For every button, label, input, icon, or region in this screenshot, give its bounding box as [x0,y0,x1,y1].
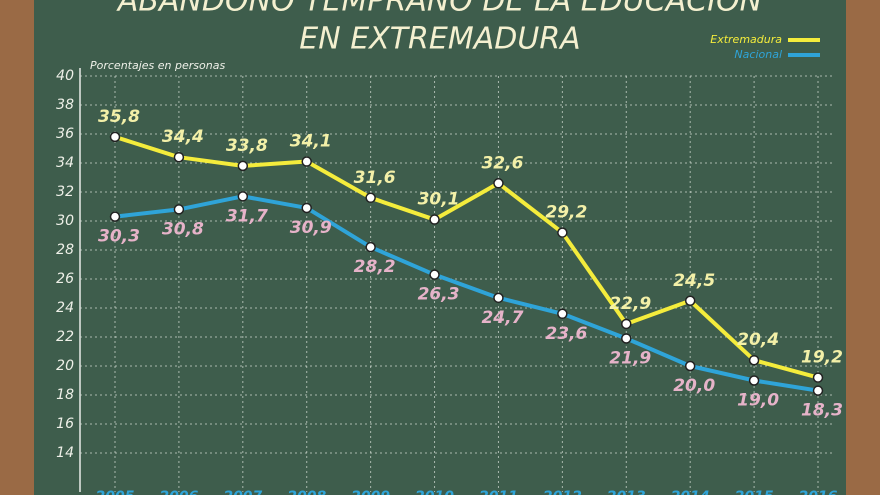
data-point [812,385,824,396]
data-label: 34,4 [162,127,204,147]
x-tick-label: 2006 [159,489,198,495]
data-point [621,333,632,344]
data-label: 24,7 [481,308,523,328]
y-tick-label: 36 [56,126,74,142]
y-tick-label: 24 [56,300,74,316]
y-tick-label: 18 [56,387,74,403]
x-tick-label: 2010 [415,489,454,495]
x-tick-label: 2011 [479,489,518,495]
data-point [365,241,376,253]
data-label: 23,6 [545,324,587,344]
y-tick-label: 28 [56,242,74,258]
data-label: 19,2 [801,348,843,368]
data-point [429,269,440,280]
y-tick-label: 16 [56,416,74,432]
data-point [684,295,696,306]
data-label: 28,2 [354,257,396,277]
data-point [621,318,632,330]
legend-label: Nacional [734,48,782,61]
y-tick-label: 40 [56,68,74,84]
data-label: 26,3 [418,285,460,305]
x-tick-label: 2016 [799,489,838,495]
data-point [109,211,121,222]
x-tick-label: 2005 [96,489,135,495]
data-point [173,204,185,215]
data-label: 29,2 [545,203,587,223]
data-point [493,178,504,189]
data-label: 20,4 [737,330,779,350]
x-tick-label: 2013 [607,489,646,495]
data-label: 18,3 [801,401,843,421]
x-tick-label: 2012 [543,489,582,495]
data-point [301,156,312,167]
series-line [114,194,819,393]
y-tick-label: 32 [56,184,74,200]
data-point [812,372,824,383]
data-label: 33,8 [226,136,268,156]
y-tick-label: 30 [56,213,74,229]
y-tick-label: 26 [56,271,74,287]
data-label: 31,6 [354,168,396,188]
x-tick-label: 2009 [351,489,390,495]
y-tick-label: 20 [56,358,74,374]
data-label: 30,8 [162,219,204,239]
data-point [301,202,312,214]
data-label: 20,0 [673,376,715,396]
x-tick-label: 2015 [735,489,774,495]
x-tick-label: 2008 [287,489,326,495]
data-label: 22,9 [609,294,651,314]
board [34,0,846,495]
data-label: 21,9 [609,348,651,368]
chart-title: EN EXTREMADURA [299,22,580,57]
x-tick-label: 2007 [223,489,262,495]
data-point [109,131,121,143]
y-tick-label: 38 [56,97,74,113]
data-point [748,354,760,366]
data-point [429,214,440,225]
y-tick-label: 22 [56,329,74,345]
series-line [114,134,819,380]
data-point [493,292,504,304]
data-point [557,308,568,320]
data-point [237,160,249,172]
data-label: 31,7 [226,206,268,226]
data-point [237,191,249,202]
y-tick-label: 14 [56,445,74,461]
x-tick-label: 2014 [671,489,710,495]
data-label: 34,1 [290,132,332,152]
y-tick-label: 34 [56,155,74,171]
data-point [365,192,376,204]
data-label: 35,8 [98,107,140,127]
data-label: 30,3 [98,227,140,247]
axis-label: Porcentajes en personas [90,59,225,72]
data-label: 24,5 [673,271,715,291]
legend-label: Extremadura [710,33,782,46]
data-label: 30,9 [290,218,332,238]
data-point [684,360,696,372]
data-label: 19,0 [737,391,779,411]
data-label: 30,1 [418,190,460,210]
data-point [173,151,185,163]
data-point [748,375,760,386]
data-label: 32,6 [481,153,523,173]
chart-title: ABANDONO TEMPRANO DE LA EDUCACIÓN [116,0,762,19]
data-point [557,227,568,238]
